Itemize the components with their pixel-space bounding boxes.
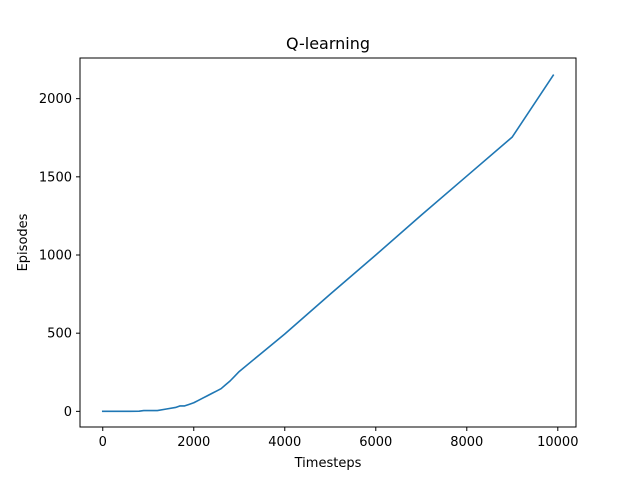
x-tick-label: 4000: [268, 435, 301, 450]
x-axis-label: Timesteps: [294, 456, 362, 471]
x-tick-label: 2000: [177, 435, 210, 450]
y-tick-label: 0: [64, 405, 72, 420]
plot-area: [101, 74, 555, 413]
x-axis-ticks: 0 2000 4000 6000 8000 10000: [99, 427, 578, 450]
chart-title: Q-learning: [286, 34, 370, 53]
y-axis-ticks: 0 500 1000 1500 2000: [39, 92, 80, 420]
x-tick-label: 6000: [359, 435, 392, 450]
y-tick-label: 500: [47, 327, 72, 342]
y-tick-label: 1500: [39, 170, 72, 185]
plot-frame: [79, 57, 577, 428]
y-axis-label: Episodes: [16, 213, 31, 271]
series-line-0: [101, 74, 555, 413]
x-tick-label: 0: [99, 435, 107, 450]
x-tick-label: 10000: [537, 435, 578, 450]
x-tick-label: 8000: [450, 435, 483, 450]
y-tick-label: 1000: [39, 249, 72, 264]
y-tick-label: 2000: [39, 92, 72, 107]
